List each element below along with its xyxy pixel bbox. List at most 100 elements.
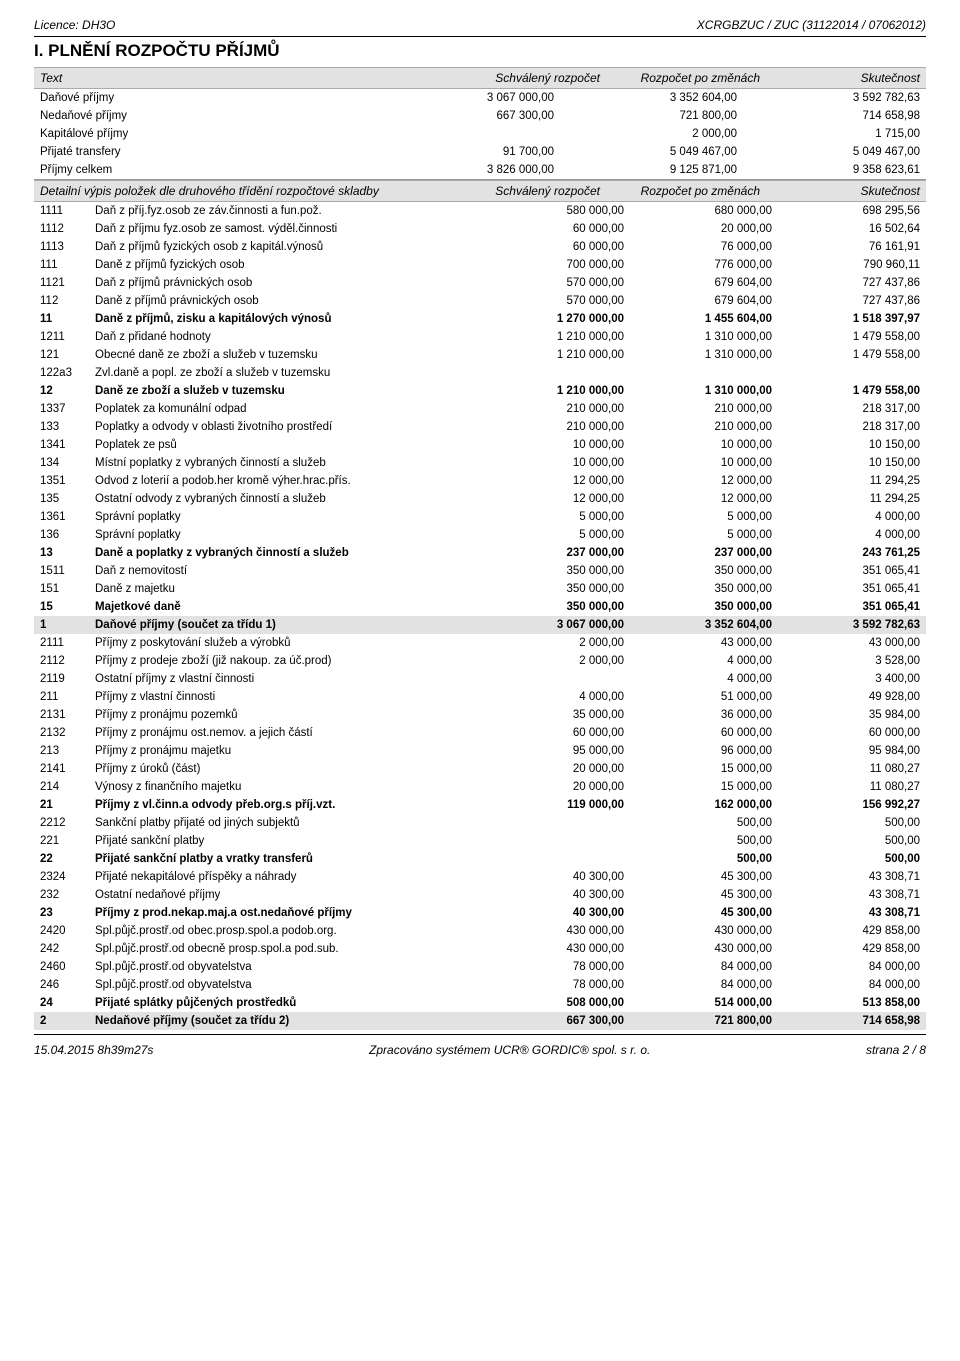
row-code: 23	[34, 904, 89, 922]
row-b: 430 000,00	[630, 922, 778, 940]
row-text: Daň z příj.fyz.osob ze záv.činnosti a fu…	[89, 202, 482, 220]
table-row: 2Nedaňové příjmy (součet za třídu 2)667 …	[34, 1012, 926, 1030]
row-c: 4 000,00	[778, 526, 926, 544]
row-code: 213	[34, 742, 89, 760]
row-text: Daňové příjmy (součet za třídu 1)	[89, 616, 482, 634]
row-code: 2131	[34, 706, 89, 724]
table-row: Kapitálové příjmy2 000,001 715,00	[34, 125, 926, 143]
row-b: 60 000,00	[630, 724, 778, 742]
row-code: 151	[34, 580, 89, 598]
row-c: 351 065,41	[778, 580, 926, 598]
row-text: Majetkové daně	[89, 598, 482, 616]
row-c: 95 984,00	[778, 742, 926, 760]
row-b: 5 000,00	[630, 508, 778, 526]
row-b: 15 000,00	[630, 778, 778, 796]
row-text: Poplatky a odvody v oblasti životního pr…	[89, 418, 482, 436]
row-code: 1511	[34, 562, 89, 580]
footer-center: Zpracováno systémem UCR® GORDIC® spol. s…	[369, 1043, 650, 1057]
row-a: 3 067 000,00	[482, 616, 630, 634]
row-code: 21	[34, 796, 89, 814]
row-b: 84 000,00	[630, 958, 778, 976]
row-b: 350 000,00	[630, 580, 778, 598]
row-c: 429 858,00	[778, 922, 926, 940]
row-text: Přijaté nekapitálové příspěky a náhrady	[89, 868, 482, 886]
row-code: 2212	[34, 814, 89, 832]
table-row: 1337Poplatek za komunální odpad210 000,0…	[34, 400, 926, 418]
row-b: 1 310 000,00	[630, 328, 778, 346]
row-text: Spl.půjč.prostř.od obec.prosp.spol.a pod…	[89, 922, 482, 940]
row-c	[778, 364, 926, 382]
row-text: Daně a poplatky z vybraných činností a s…	[89, 544, 482, 562]
row-a: 78 000,00	[482, 958, 630, 976]
row-b: 679 604,00	[630, 292, 778, 310]
row-b: 776 000,00	[630, 256, 778, 274]
row-text: Daně ze zboží a služeb v tuzemsku	[89, 382, 482, 400]
row-code: 1111	[34, 202, 89, 220]
row-a: 210 000,00	[482, 400, 630, 418]
row-b: 76 000,00	[630, 238, 778, 256]
row-text: Přijaté sankční platby a vratky transfer…	[89, 850, 482, 868]
row-a: 2 000,00	[482, 652, 630, 670]
row-a: 20 000,00	[482, 760, 630, 778]
table-row: 136Správní poplatky5 000,005 000,004 000…	[34, 526, 926, 544]
row-c: 351 065,41	[778, 598, 926, 616]
row-code: 11	[34, 310, 89, 328]
row-b: 84 000,00	[630, 976, 778, 994]
row-c: 84 000,00	[778, 958, 926, 976]
row-c: 10 150,00	[778, 454, 926, 472]
row-b: 10 000,00	[630, 454, 778, 472]
table-row: 151Daně z majetku350 000,00350 000,00351…	[34, 580, 926, 598]
row-b: 237 000,00	[630, 544, 778, 562]
row-c: 1 479 558,00	[778, 346, 926, 364]
row-text: Daň z nemovitostí	[89, 562, 482, 580]
row-text: Ostatní odvody z vybraných činností a sl…	[89, 490, 482, 508]
row-text: Přijaté sankční platby	[89, 832, 482, 850]
row-c: 11 294,25	[778, 490, 926, 508]
row-code: 2141	[34, 760, 89, 778]
row-code: 2111	[34, 634, 89, 652]
row-c: 43 308,71	[778, 886, 926, 904]
row-a	[482, 364, 630, 382]
table-row: 112Daně z příjmů právnických osob570 000…	[34, 292, 926, 310]
row-text: Sankční platby přijaté od jiných subjekt…	[89, 814, 482, 832]
row-b: 12 000,00	[630, 490, 778, 508]
row-text: Správní poplatky	[89, 508, 482, 526]
row-text: Příjmy z poskytování služeb a výrobků	[89, 634, 482, 652]
table-row: 211Příjmy z vlastní činnosti4 000,0051 0…	[34, 688, 926, 706]
row-b: 721 800,00	[630, 1012, 778, 1030]
row-b: 350 000,00	[630, 598, 778, 616]
row-c: 513 858,00	[778, 994, 926, 1012]
table-row: 2324Přijaté nekapitálové příspěky a náhr…	[34, 868, 926, 886]
row-a: 430 000,00	[482, 940, 630, 958]
divider	[34, 36, 926, 37]
row-c: 43 308,71	[778, 904, 926, 922]
detail-table: 1111Daň z příj.fyz.osob ze záv.činnosti …	[34, 202, 926, 1030]
table-row: 1113Daň z příjmů fyzických osob z kapitá…	[34, 238, 926, 256]
row-text: Příjmy z vlastní činnosti	[89, 688, 482, 706]
row-text: Spl.půjč.prostř.od obyvatelstva	[89, 976, 482, 994]
row-b: 15 000,00	[630, 760, 778, 778]
row-b: 5 000,00	[630, 526, 778, 544]
page-header: Licence: DH3O XCRGBZUC / ZUC (31122014 /…	[34, 18, 926, 32]
table-row: 24Přijaté splátky půjčených prostředků50…	[34, 994, 926, 1012]
row-b: 721 800,00	[560, 107, 743, 125]
row-b: 36 000,00	[630, 706, 778, 724]
row-text: Příjmy z prod.nekap.maj.a ost.nedaňové p…	[89, 904, 482, 922]
table-row: 15Majetkové daně350 000,00350 000,00351 …	[34, 598, 926, 616]
row-b: 210 000,00	[630, 418, 778, 436]
row-code: 1121	[34, 274, 89, 292]
row-code: 111	[34, 256, 89, 274]
row-c: 49 928,00	[778, 688, 926, 706]
row-c: 1 479 558,00	[778, 328, 926, 346]
row-text: Poplatek za komunální odpad	[89, 400, 482, 418]
row-c: 76 161,91	[778, 238, 926, 256]
row-a: 350 000,00	[482, 598, 630, 616]
row-code: 1113	[34, 238, 89, 256]
row-b: 500,00	[630, 850, 778, 868]
row-a: 40 300,00	[482, 868, 630, 886]
row-c: 429 858,00	[778, 940, 926, 958]
row-b: 3 352 604,00	[630, 616, 778, 634]
row-a: 20 000,00	[482, 778, 630, 796]
table-row: 2212Sankční platby přijaté od jiných sub…	[34, 814, 926, 832]
row-text: Správní poplatky	[89, 526, 482, 544]
